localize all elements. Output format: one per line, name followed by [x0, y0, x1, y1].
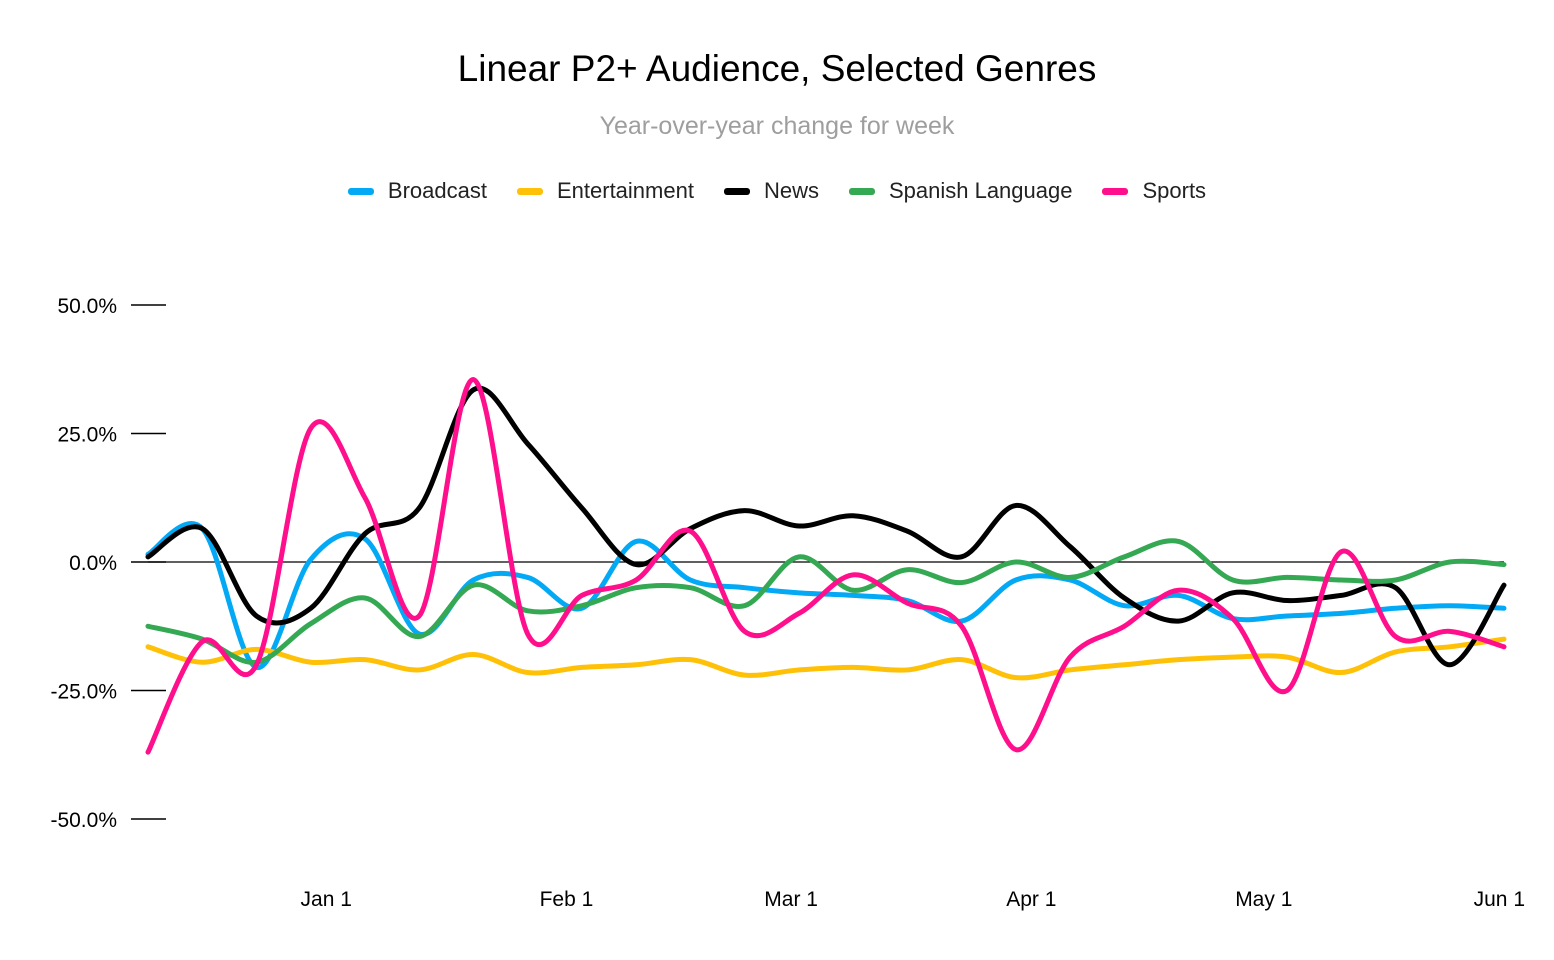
y-tick-label: 25.0%: [57, 424, 117, 447]
legend-item: News: [723, 178, 819, 204]
x-tick-label: Feb 1: [540, 888, 594, 911]
legend-swatch: [723, 187, 750, 195]
legend-label: Broadcast: [387, 178, 487, 203]
series-line-broadcast: [145, 521, 1507, 670]
legend-swatch: [347, 187, 374, 195]
chart-subtitle: Year-over-year change for week: [599, 112, 955, 140]
x-tick-label: May 1: [1235, 888, 1292, 911]
legend-label: Entertainment: [556, 178, 694, 203]
y-tick-label: -50.0%: [50, 809, 117, 832]
series-line-news: [145, 385, 1507, 668]
legend-label: News: [763, 178, 819, 203]
x-tick-label: Mar 1: [764, 888, 818, 911]
chart-title: Linear P2+ Audience, Selected Genres: [457, 48, 1097, 89]
legend-swatch: [1102, 187, 1129, 195]
series-line-spanish-language: [145, 538, 1507, 665]
legend-item: Sports: [1102, 178, 1206, 204]
y-tick-label: 50.0%: [57, 295, 117, 318]
x-tick-label: Jun 1: [1474, 888, 1525, 911]
legend-item: Entertainment: [516, 178, 694, 204]
y-tick-label: 0.0%: [69, 552, 117, 575]
series-line-entertainment: [145, 636, 1507, 681]
legend-label: Spanish Language: [888, 178, 1073, 203]
legend-item: Broadcast: [347, 178, 487, 204]
legend-swatch: [516, 187, 543, 195]
legend: Broadcast Entertainment News Spanish Langua…: [0, 178, 1554, 204]
x-tick-label: Apr 1: [1006, 888, 1056, 911]
legend-swatch: [848, 187, 875, 195]
x-tick-label: Jan 1: [301, 888, 352, 911]
legend-item: Spanish Language: [848, 178, 1073, 204]
series-line-sports: [145, 377, 1507, 755]
legend-label: Sports: [1142, 178, 1207, 203]
y-tick-label: -25.0%: [50, 681, 117, 704]
